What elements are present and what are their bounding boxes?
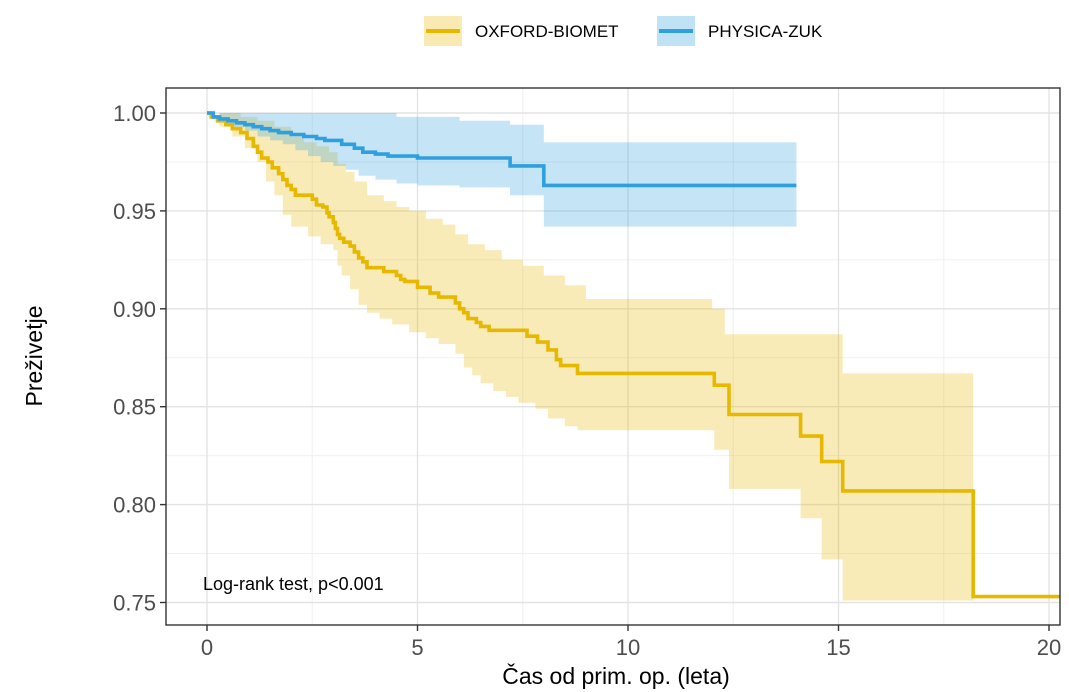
log-rank-annotation: Log-rank test, p<0.001 [203,574,384,594]
y-tick-label: 0.90 [113,297,156,322]
x-tick-label: 15 [826,635,850,660]
ci-band-physica-zuk [207,113,797,227]
series-group [207,111,1060,601]
x-axis-title: Čas od prim. op. (leta) [502,662,730,689]
y-tick-label: 0.85 [113,395,156,420]
y-axis-title: Preživetje [21,306,47,407]
survival-line-oxford-biomet [207,111,1060,599]
x-tick-label: 10 [616,635,640,660]
y-tick-label: 1.00 [113,101,156,126]
x-tick-label: 0 [201,635,213,660]
y-tick-label: 0.80 [113,493,156,518]
survival-line-physica-zuk [207,111,797,188]
y-tick-label: 0.95 [113,199,156,224]
legend-label-oxford: OXFORD-BIOMET [475,22,619,41]
x-tick-label: 20 [1037,635,1061,660]
legend-label-physica: PHYSICA-ZUK [708,22,823,41]
ci-band-oxford-biomet [207,113,974,601]
legend: OXFORD-BIOMET PHYSICA-ZUK [424,16,823,46]
x-tick-label: 5 [411,635,423,660]
y-tick-label: 0.75 [113,591,156,616]
panel-border [165,87,1061,626]
